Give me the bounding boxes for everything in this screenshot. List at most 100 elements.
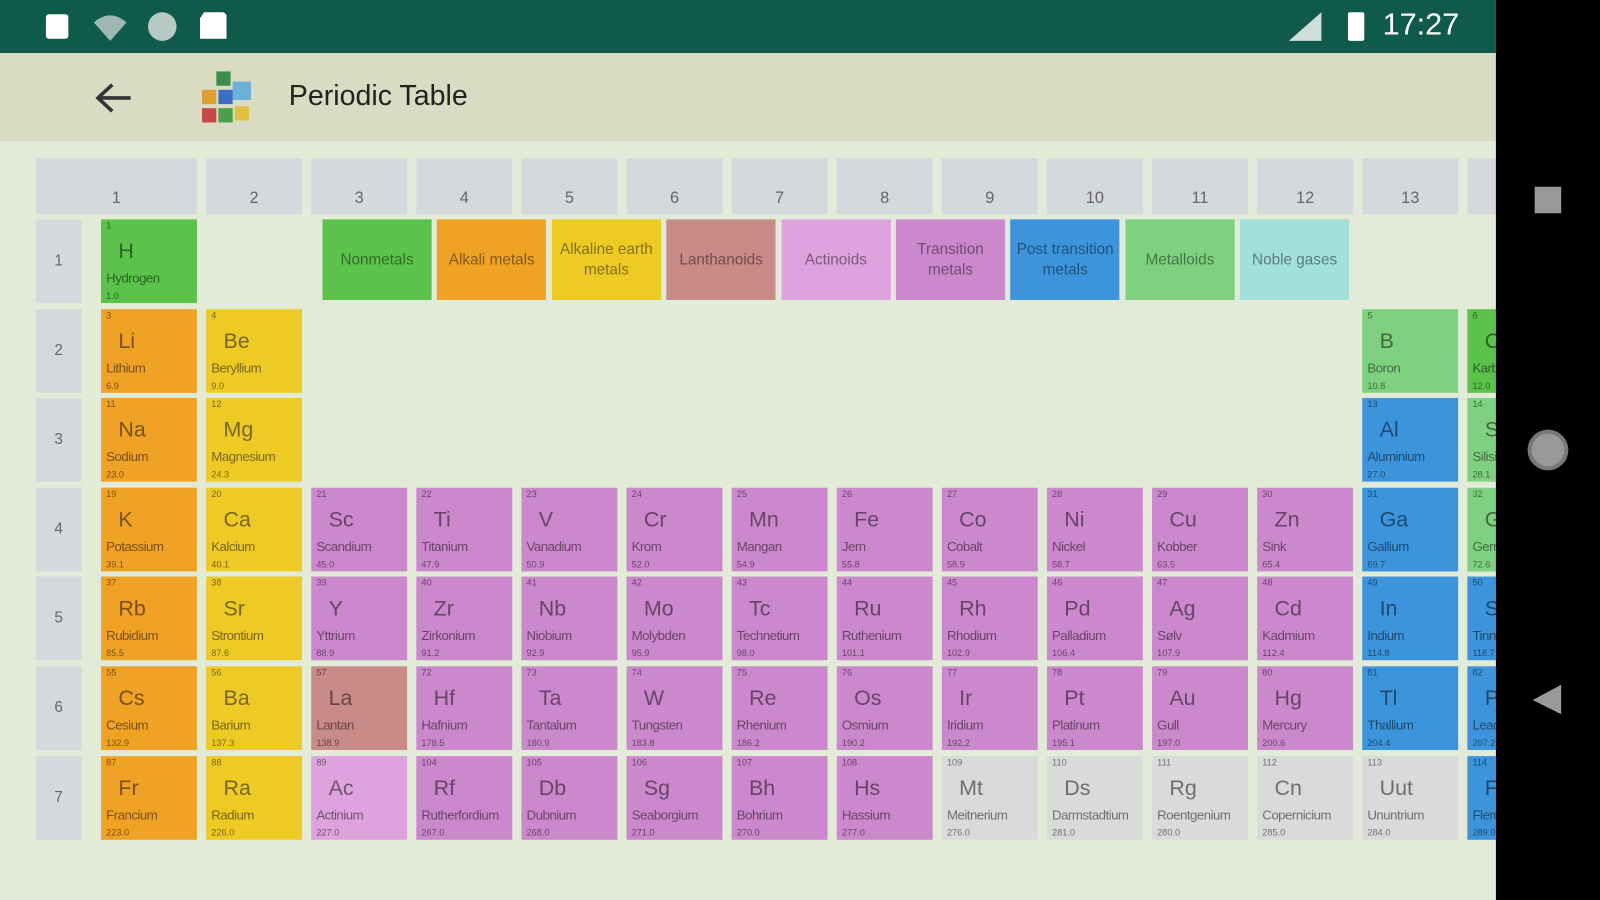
element-cell[interactable]: 49 In Indium 114.8 <box>1362 576 1459 661</box>
element-cell[interactable]: 105 Db Dubnium 268.0 <box>521 755 618 840</box>
element-cell[interactable]: 106 Sg Seaborgium 271.0 <box>626 755 723 840</box>
element-cell[interactable]: 87 Fr Francium 223.0 <box>101 755 197 840</box>
element-cell[interactable]: 56 Ba Barium 137.3 <box>206 666 303 750</box>
element-cell[interactable]: 20 Ca Kalcium 40.1 <box>206 487 303 572</box>
element-cell[interactable]: 43 Tc Technetium 98.0 <box>731 576 828 661</box>
back-button[interactable] <box>92 78 137 119</box>
atomic-number: 20 <box>211 488 222 499</box>
element-cell[interactable]: 50Sn Tinn 118.7 <box>1467 576 1496 661</box>
element-cell[interactable]: 78 Pt Platinum 195.1 <box>1046 666 1143 750</box>
signal-battery <box>1288 12 1365 41</box>
element-name: Boron <box>1367 359 1401 376</box>
atomic-number: 42 <box>631 577 642 589</box>
element-cell[interactable]: 77 Ir Iridium 192.2 <box>941 666 1038 750</box>
atomic-number: 46 <box>1052 577 1063 589</box>
home-button[interactable] <box>1527 429 1569 471</box>
element-cell[interactable]: 47 Ag Sølv 107.9 <box>1152 576 1248 661</box>
atomic-number: 81 <box>1367 667 1378 678</box>
element-cell[interactable]: 27 Co Cobalt 58.9 <box>941 487 1038 572</box>
atomic-number: 32 <box>1472 488 1483 499</box>
element-cell[interactable]: 89 Ac Actinium 227.0 <box>311 755 408 840</box>
atomic-number: 82 <box>1472 667 1483 678</box>
legend-item: Post transition metals <box>1010 219 1120 300</box>
element-symbol: Mo <box>643 597 674 621</box>
element-cell[interactable]: 12 Mg Magnesium 24.3 <box>206 398 303 482</box>
element-cell[interactable]: 76 Os Osmium 190.2 <box>836 666 933 750</box>
element-name: Kalcium <box>211 538 255 554</box>
back-nav-button[interactable] <box>1532 684 1562 715</box>
atomic-mass: 92.9 <box>526 648 545 659</box>
element-cell[interactable]: 111 Rg Roentgenium 280.0 <box>1152 755 1248 840</box>
element-cell[interactable]: 75 Re Rhenium 186.2 <box>731 666 828 750</box>
atomic-number: 114 <box>1472 756 1488 767</box>
element-cell[interactable]: 81 Tl Thallium 204.4 <box>1362 666 1459 750</box>
element-cell[interactable]: 19 K Potassium 39.1 <box>101 487 197 572</box>
element-symbol: Bh <box>748 776 776 800</box>
element-cell[interactable]: 73 Ta Tantalum 180.9 <box>521 666 618 750</box>
element-name: Germanium <box>1472 538 1495 554</box>
element-cell[interactable]: 39 Y Yttrium 88.9 <box>311 576 408 661</box>
element-cell[interactable]: 80 Hg Mercury 200.6 <box>1257 666 1354 750</box>
atomic-mass: 40.1 <box>211 558 230 570</box>
recents-button[interactable] <box>1534 186 1562 214</box>
element-cell[interactable]: 82Pb Lead 207.2 <box>1467 666 1496 750</box>
atomic-number: 110 <box>1052 756 1067 767</box>
element-cell[interactable]: 30 Zn Sink 65.4 <box>1257 487 1354 572</box>
element-cell[interactable]: 21 Sc Scandium 45.0 <box>311 487 408 572</box>
atomic-number: 113 <box>1367 756 1382 767</box>
element-cell[interactable]: 44 Ru Ruthenium 101.1 <box>836 576 933 661</box>
element-symbol: Sc <box>328 507 354 532</box>
element-cell[interactable]: 104 Rf Rutherfordium 267.0 <box>416 755 513 840</box>
element-cell[interactable]: 25 Mn Mangan 54.9 <box>731 487 828 572</box>
element-cell[interactable]: 48 Cd Kadmium 112.4 <box>1257 576 1354 661</box>
element-cell[interactable]: 74 W Tungsten 183.8 <box>626 666 723 750</box>
atomic-mass: 91.2 <box>421 648 440 659</box>
atomic-mass: 58.9 <box>946 558 965 570</box>
element-cell[interactable]: 46 Pd Palladium 106.4 <box>1046 576 1143 661</box>
element-cell[interactable]: 108 Hs Hassium 277.0 <box>836 755 933 840</box>
element-cell[interactable]: 24 Cr Krom 52.0 <box>626 487 723 572</box>
element-cell[interactable]: 38 Sr Strontium 87.6 <box>206 576 303 661</box>
element-cell[interactable]: 26 Fe Jern 55.8 <box>836 487 933 572</box>
element-cell[interactable]: 3 Li Lithium 6.9 <box>101 308 197 393</box>
element-cell[interactable]: 112 Cn Copernicium 285.0 <box>1257 755 1354 840</box>
nav-buttons <box>1527 186 1569 715</box>
element-cell[interactable]: 114 Fl Flerovium 289.0 <box>1467 755 1496 840</box>
element-cell[interactable]: 22 Ti Titanium 47.9 <box>416 487 513 572</box>
element-cell[interactable]: 79 Au Gull 197.0 <box>1152 666 1248 750</box>
element-cell[interactable]: 109 Mt Meitnerium 276.0 <box>941 755 1038 840</box>
element-cell[interactable]: 29 Cu Kobber 63.5 <box>1152 487 1248 572</box>
element-cell[interactable]: 6C Karbon 12.0 <box>1467 308 1496 393</box>
element-cell[interactable]: 28 Ni Nickel 58.7 <box>1046 487 1143 572</box>
element-cell[interactable]: 13 Al Aluminium 27.0 <box>1362 398 1459 482</box>
element-cell[interactable]: 4 Be Beryllium 9.0 <box>206 308 303 393</box>
element-cell[interactable]: 107 Bh Bohrium 270.0 <box>731 755 828 840</box>
element-cell[interactable]: 37 Rb Rubidium 85.5 <box>101 576 197 661</box>
element-cell[interactable]: 41 Nb Niobium 92.9 <box>521 576 618 661</box>
element-cell[interactable]: 88 Ra Radium 226.0 <box>206 755 303 840</box>
element-cell[interactable]: 110 Ds Darmstadtium 281.0 <box>1046 755 1143 840</box>
element-symbol: Tc <box>748 597 771 621</box>
element-cell[interactable]: 113 Uut Ununtrium 284.0 <box>1362 755 1459 840</box>
element-cell[interactable]: 31 Ga Gallium 69.7 <box>1362 487 1459 572</box>
element-cell[interactable]: 11 Na Sodium 23.0 <box>101 398 197 482</box>
element-cell[interactable]: 23 V Vanadium 50.9 <box>521 487 618 572</box>
element-cell[interactable]: 55 Cs Cesium 132.9 <box>101 666 197 750</box>
element-name: Sink <box>1262 538 1287 554</box>
element-cell[interactable]: 57 La Lantan 138.9 <box>311 666 408 750</box>
element-cell[interactable]: 42 Mo Molybden 95.9 <box>626 576 723 661</box>
element-cell[interactable]: 1 H Hydrogen 1.0 <box>101 219 197 304</box>
element-cell[interactable]: 45 Rh Rhodium 102.9 <box>941 576 1038 661</box>
element-cell[interactable]: 72 Hf Hafnium 178.5 <box>416 666 513 750</box>
atomic-number: 1 <box>106 220 112 231</box>
element-name: Strontium <box>211 627 264 644</box>
atomic-mass: 280.0 <box>1157 827 1181 838</box>
element-cell[interactable]: 5 B Boron 10.8 <box>1362 308 1459 393</box>
element-cell[interactable]: 40 Zr Zirkonium 91.2 <box>416 576 513 661</box>
app-icon <box>202 71 252 123</box>
atomic-number: 40 <box>421 577 432 589</box>
element-name: Technetium <box>736 627 800 644</box>
atomic-mass: 180.9 <box>526 737 550 748</box>
